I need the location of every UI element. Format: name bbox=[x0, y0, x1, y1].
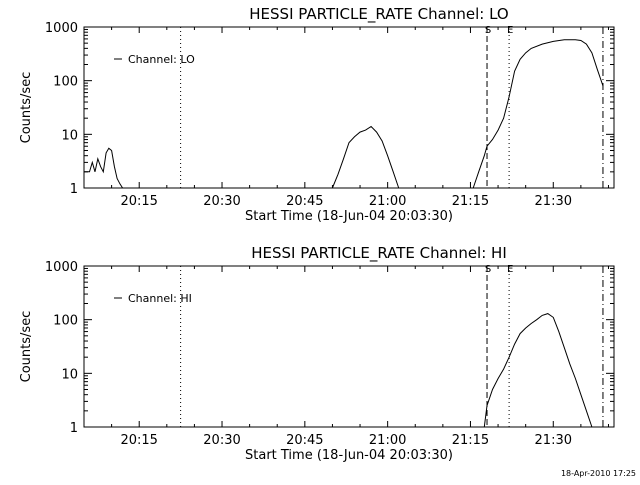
y-tick-label: 1 bbox=[70, 182, 78, 197]
x-tick-label: 20:15 bbox=[120, 194, 157, 209]
y-tick-label: 1 bbox=[70, 421, 78, 436]
series-line bbox=[483, 313, 593, 428]
x-tick-label: 21:30 bbox=[535, 194, 572, 209]
x-tick-label: 20:15 bbox=[120, 433, 157, 448]
x-tick-label: 21:00 bbox=[369, 433, 406, 448]
plot-frame bbox=[83, 26, 615, 189]
x-tick-label: 20:30 bbox=[203, 194, 240, 209]
y-axis-label: Counts/sec bbox=[19, 311, 34, 383]
y-tick-label: 1000 bbox=[45, 260, 78, 275]
chart-0: HESSI PARTICLE_RATE Channel: LO 20:15 20:3… bbox=[19, 5, 615, 224]
marker-label: S bbox=[485, 264, 491, 275]
legend-label: Channel: LO bbox=[128, 53, 195, 66]
plot-frame bbox=[83, 265, 615, 428]
x-tick-label: 20:30 bbox=[203, 433, 240, 448]
chart-title: HESSI PARTICLE_RATE Channel: LO bbox=[249, 5, 508, 24]
y-tick-label: 10 bbox=[61, 128, 78, 143]
marker-label: S bbox=[485, 25, 491, 36]
x-tick-label: 20:45 bbox=[286, 194, 323, 209]
x-tick-label: 21:30 bbox=[535, 433, 572, 448]
x-tick-label: 21:15 bbox=[452, 194, 489, 209]
y-tick-label: 100 bbox=[53, 75, 78, 90]
series-line bbox=[331, 125, 400, 189]
x-tick-label: 21:15 bbox=[452, 433, 489, 448]
y-tick-label: 10 bbox=[61, 367, 78, 382]
x-axis-label: Start Time (18-Jun-04 20:03:30) bbox=[245, 209, 453, 224]
x-tick-label: 20:45 bbox=[286, 433, 323, 448]
chart-title: HESSI PARTICLE_RATE Channel: HI bbox=[251, 244, 507, 263]
x-axis-label: Start Time (18-Jun-04 20:03:30) bbox=[245, 448, 453, 463]
y-axis-label: Counts/sec bbox=[19, 72, 34, 144]
marker-label: E bbox=[507, 264, 513, 275]
y-tick-label: 100 bbox=[53, 314, 78, 329]
legend-label: Channel: HI bbox=[128, 292, 192, 305]
series-line bbox=[472, 39, 604, 189]
series-line bbox=[84, 147, 124, 189]
y-tick-label: 1000 bbox=[45, 21, 78, 36]
chart-1: HESSI PARTICLE_RATE Channel: HI 20:15 20:3… bbox=[19, 244, 615, 463]
x-tick-label: 21:00 bbox=[369, 194, 406, 209]
marker-label: E bbox=[507, 25, 513, 36]
